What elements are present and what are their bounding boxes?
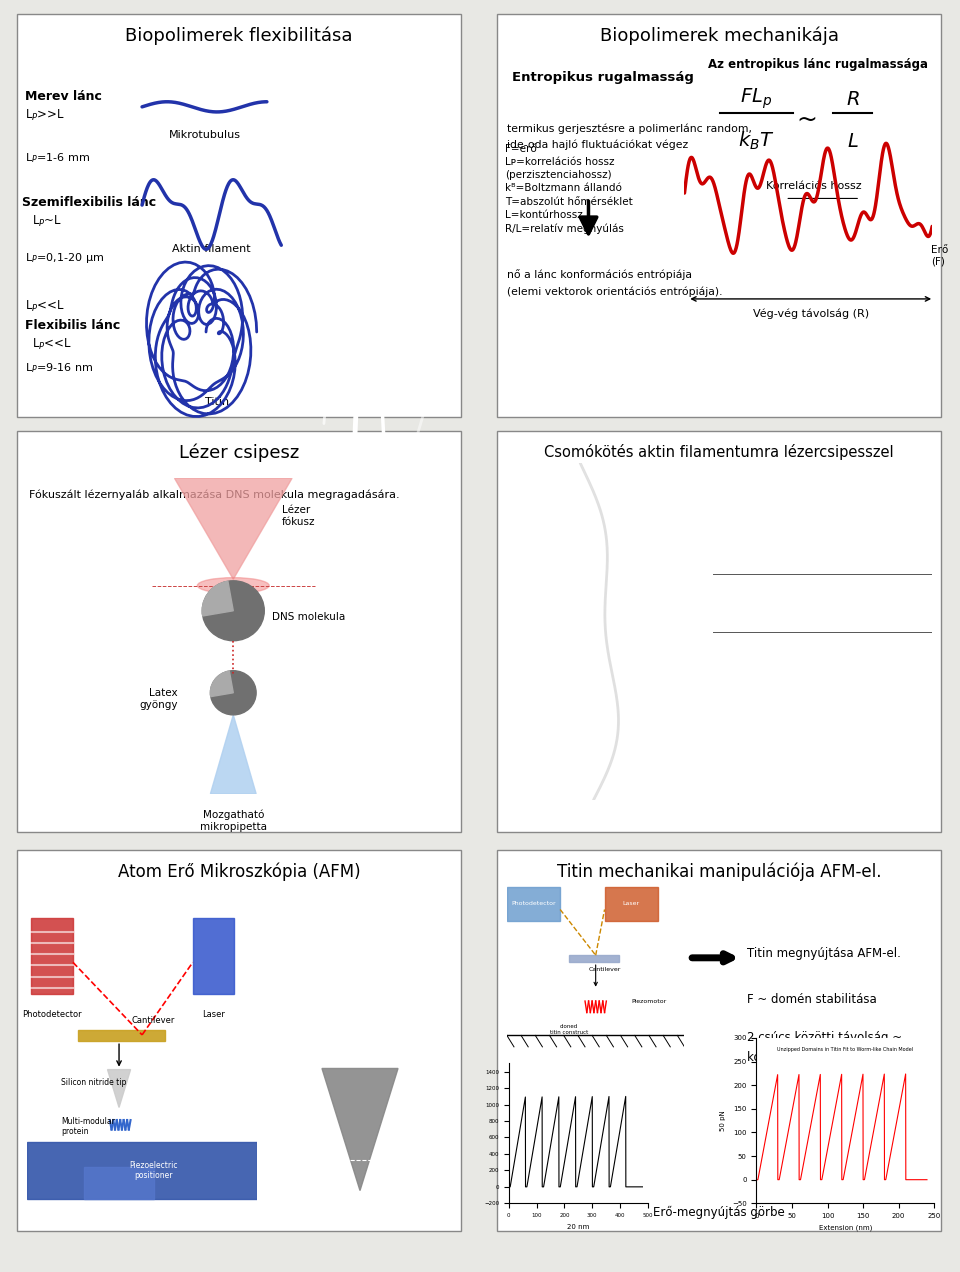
Text: L$_P$~L: L$_P$~L <box>32 214 61 229</box>
Text: ide-oda hajló fluktuációkat végez: ide-oda hajló fluktuációkat végez <box>507 140 688 150</box>
Bar <box>507 887 560 921</box>
Text: Cantilever: Cantilever <box>588 967 621 972</box>
Text: Lézer
fókusz: Lézer fókusz <box>282 505 316 527</box>
Circle shape <box>203 581 264 641</box>
Text: Biopolimerek flexibilitása: Biopolimerek flexibilitása <box>126 27 352 46</box>
Text: kontúr hossz: kontúr hossz <box>747 1051 822 1063</box>
Text: Piezoelectric
positioner: Piezoelectric positioner <box>130 1161 178 1180</box>
Bar <box>78 1030 165 1042</box>
Bar <box>569 955 619 962</box>
Text: Titin: Titin <box>204 397 229 407</box>
Text: L$_P$=0,1-20 μm: L$_P$=0,1-20 μm <box>25 251 104 266</box>
Text: Csomókötés aktin filamentumra lézercsipesszel: Csomókötés aktin filamentumra lézercsipe… <box>544 444 894 460</box>
Bar <box>32 918 73 993</box>
Text: Erő
(F): Erő (F) <box>931 245 948 266</box>
Text: Mikrotubulus: Mikrotubulus <box>169 130 240 140</box>
Wedge shape <box>203 581 233 616</box>
Text: Korrelációs hossz: Korrelációs hossz <box>766 181 862 191</box>
Text: Piezomotor: Piezomotor <box>632 999 666 1004</box>
FancyBboxPatch shape <box>497 850 941 1231</box>
Text: Multi-modular
protein: Multi-modular protein <box>61 1117 115 1136</box>
Polygon shape <box>210 715 256 794</box>
Text: $R$: $R$ <box>846 90 859 108</box>
Text: Cantilever: Cantilever <box>132 1016 176 1025</box>
Text: DNS molekula: DNS molekula <box>273 612 346 622</box>
Text: Merev lánc: Merev lánc <box>25 90 102 103</box>
Text: $L$: $L$ <box>847 132 858 150</box>
Bar <box>84 1168 154 1199</box>
Text: Atom Erő Mikroszkópia (AFM): Atom Erő Mikroszkópia (AFM) <box>118 862 360 881</box>
Text: Lézer csipesz: Lézer csipesz <box>179 444 300 463</box>
Text: cloned
titin construct: cloned titin construct <box>550 1024 588 1034</box>
Text: 2 csúcs közötti távolság ~: 2 csúcs közötti távolság ~ <box>747 1032 902 1044</box>
Text: Erő-megnyújtás görbe: Erő-megnyújtás görbe <box>653 1206 785 1219</box>
Text: F=erő
Lᴘ=korrelációs hossz
(perzisztenciahossz)
kᴮ=Boltzmann állandó
T=abszolút : F=erő Lᴘ=korrelációs hossz (perzisztenci… <box>505 144 633 234</box>
Text: Szemiflexibilis lánc: Szemiflexibilis lánc <box>22 196 156 209</box>
Text: Latex
gyöngy: Latex gyöngy <box>139 688 178 710</box>
Text: Aktin filament: Aktin filament <box>173 244 251 254</box>
Polygon shape <box>322 1068 398 1191</box>
Bar <box>193 918 234 993</box>
Y-axis label: 50 pN: 50 pN <box>720 1110 727 1131</box>
Text: $FL_p$: $FL_p$ <box>740 86 773 112</box>
X-axis label: Extension (nm): Extension (nm) <box>819 1225 872 1231</box>
FancyBboxPatch shape <box>497 431 941 832</box>
Text: Photodetector: Photodetector <box>22 1010 82 1019</box>
Text: 2μm: 2μm <box>421 392 442 401</box>
Circle shape <box>210 670 256 715</box>
Text: Photodetector: Photodetector <box>512 902 556 906</box>
Text: Entropikus rugalmasság: Entropikus rugalmasság <box>512 71 693 84</box>
Text: L$_P$=1-6 mm: L$_P$=1-6 mm <box>25 151 90 164</box>
Text: $k_BT$: $k_BT$ <box>738 130 775 153</box>
Text: Titin mechanikai manipulációja AFM-el.: Titin mechanikai manipulációja AFM-el. <box>557 862 881 881</box>
FancyBboxPatch shape <box>17 431 461 832</box>
Text: F ~ domén stabilitása: F ~ domén stabilitása <box>747 993 876 1006</box>
Text: L$_P$<<L: L$_P$<<L <box>25 299 64 314</box>
Text: 10μm: 10μm <box>346 1188 374 1198</box>
X-axis label: 20 nm: 20 nm <box>567 1224 589 1230</box>
Text: L$_P$=9-16 nm: L$_P$=9-16 nm <box>25 361 93 374</box>
Text: Titin megnyújtása AFM-el.: Titin megnyújtása AFM-el. <box>747 948 900 960</box>
FancyBboxPatch shape <box>17 14 461 417</box>
Text: Laser: Laser <box>623 902 639 906</box>
Text: L$_P$>>L: L$_P$>>L <box>25 108 65 123</box>
Text: Mozgatható
mikropipetta: Mozgatható mikropipetta <box>200 809 267 832</box>
Text: Az entropikus lánc rugalmassága: Az entropikus lánc rugalmassága <box>708 59 928 71</box>
Ellipse shape <box>198 577 269 594</box>
Polygon shape <box>108 1070 131 1108</box>
Bar <box>27 1142 257 1199</box>
Text: Laser: Laser <box>202 1010 225 1019</box>
Text: Ham-er-Hall: Ham-er-Hall <box>339 898 381 904</box>
Text: L$_P$<<L: L$_P$<<L <box>32 337 71 352</box>
Text: Biopolimerek mechanikája: Biopolimerek mechanikája <box>600 27 838 46</box>
FancyBboxPatch shape <box>17 850 461 1231</box>
FancyBboxPatch shape <box>497 14 941 417</box>
Text: termikus gerjesztésre a polimerlánc random,: termikus gerjesztésre a polimerlánc rand… <box>507 123 752 134</box>
Text: nő a lánc konformációs entrópiája: nő a lánc konformációs entrópiája <box>507 270 692 280</box>
Text: ~: ~ <box>796 108 817 131</box>
Text: Unzipped Domains in Titin Fit to Worm-like Chain Model: Unzipped Domains in Titin Fit to Worm-li… <box>778 1047 913 1052</box>
Text: Vég-vég távolság (R): Vég-vég távolság (R) <box>753 309 869 319</box>
Text: Flexibilis lánc: Flexibilis lánc <box>25 319 120 332</box>
Wedge shape <box>210 672 233 697</box>
Text: (elemi vektorok orientációs entrópiája).: (elemi vektorok orientációs entrópiája). <box>507 286 722 296</box>
Polygon shape <box>175 478 292 579</box>
Bar <box>605 887 658 921</box>
Text: Fókuszált lézernyaláb alkalmazása DNS molekula megragadására.: Fókuszált lézernyaláb alkalmazása DNS mo… <box>29 490 399 500</box>
Text: Silicon nitride tip: Silicon nitride tip <box>61 1077 127 1086</box>
